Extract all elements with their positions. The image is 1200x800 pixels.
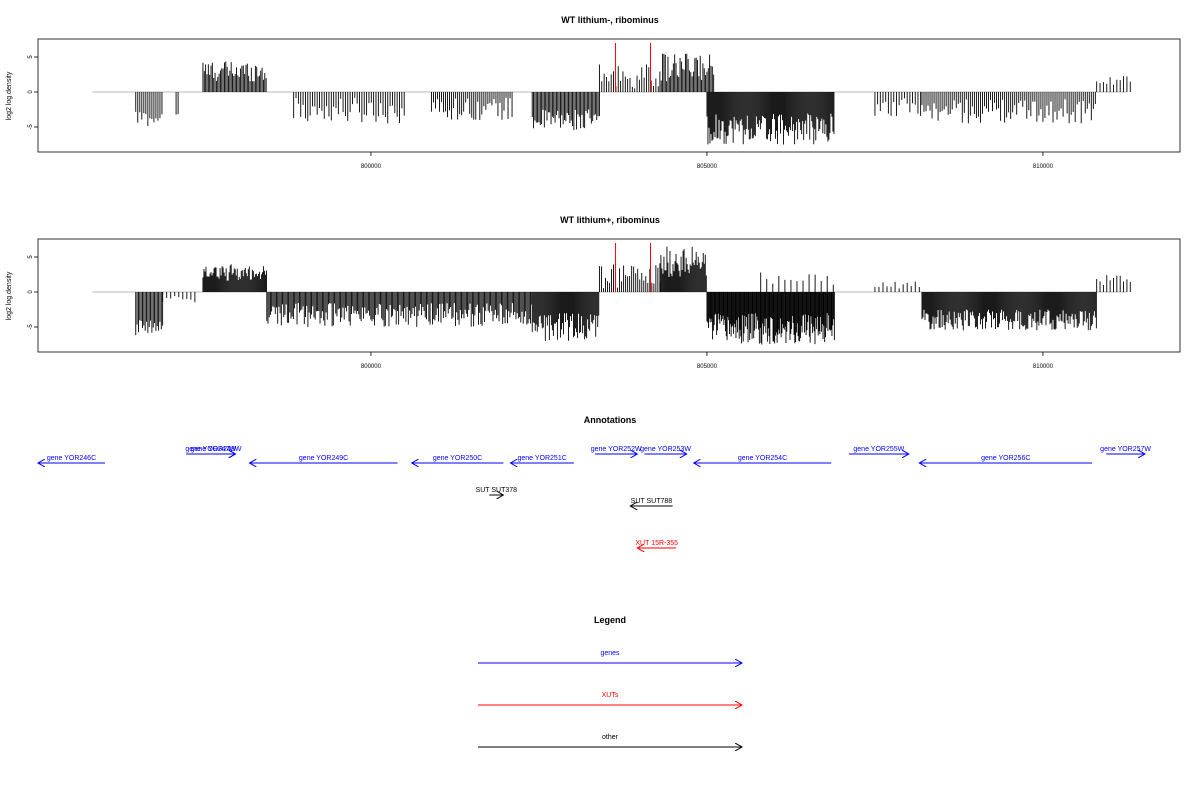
feature-label: gene YOR251C — [517, 455, 566, 462]
feature-label: XUT 15R-355 — [635, 540, 678, 547]
x-tick-label: 810000 — [1033, 364, 1054, 370]
legend-label: genes — [600, 650, 620, 657]
x-tick-label: 805000 — [697, 364, 718, 370]
feature-label: gene YOR248W — [191, 446, 242, 453]
x-tick-label: 800000 — [361, 364, 382, 370]
y-tick-label: 0 — [28, 290, 34, 294]
legend-label: other — [602, 734, 619, 741]
y-tick-label: 0 — [28, 90, 34, 94]
feature-label: gene YOR256C — [981, 455, 1030, 462]
feature-label: gene YOR250C — [433, 455, 482, 462]
feature-label: gene YOR246C — [47, 455, 96, 462]
y-axis-label: log2 log density — [6, 71, 13, 120]
density-bars — [92, 43, 1131, 145]
feature-label: gene YOR247W — [185, 446, 236, 453]
feature-label: gene YOR255W — [853, 446, 904, 453]
feature-label: gene YOR254C — [738, 455, 787, 462]
y-tick-label: 5 — [28, 255, 34, 259]
feature-label: gene YOR257W — [1100, 446, 1151, 453]
annotations-title: Annotations — [584, 415, 637, 425]
plot-frame — [37, 38, 1181, 153]
density-bars — [92, 243, 1131, 345]
feature-label: SUT SUT788 — [631, 498, 673, 505]
x-tick-label: 800000 — [361, 164, 382, 170]
feature-label: gene YOR249C — [299, 455, 348, 462]
plot-frame — [37, 238, 1181, 353]
legend-label: XUTs — [602, 692, 619, 699]
y-tick-label: -5 — [28, 124, 34, 130]
y-tick-label: -5 — [28, 324, 34, 330]
legend-items: genes XUTs other — [478, 650, 742, 747]
y-tick-label: 5 — [28, 55, 34, 59]
feature-label: gene YOR252W — [591, 446, 642, 453]
track-panel-lithium-minus: WT lithium-, ribominus log2 log density … — [6, 15, 1181, 170]
y-axis-label: log2 log density — [6, 271, 13, 320]
panel-title: WT lithium-, ribominus — [561, 15, 659, 25]
legend-title: Legend — [594, 615, 626, 625]
feature-label: SUT SUT378 — [476, 487, 518, 494]
track-panel-lithium-plus: WT lithium+, ribominus log2 log density … — [6, 215, 1181, 370]
axes: -5 0 5 800000 805000 810000 — [28, 255, 1054, 370]
x-tick-label: 810000 — [1033, 164, 1054, 170]
axes: -5 0 5 800000 805000 810000 — [28, 55, 1054, 170]
legend: Legend genes XUTs other — [478, 615, 742, 747]
feature-label: gene YOR253W — [640, 446, 691, 453]
x-tick-label: 805000 — [697, 164, 718, 170]
panel-title: WT lithium+, ribominus — [560, 215, 660, 225]
